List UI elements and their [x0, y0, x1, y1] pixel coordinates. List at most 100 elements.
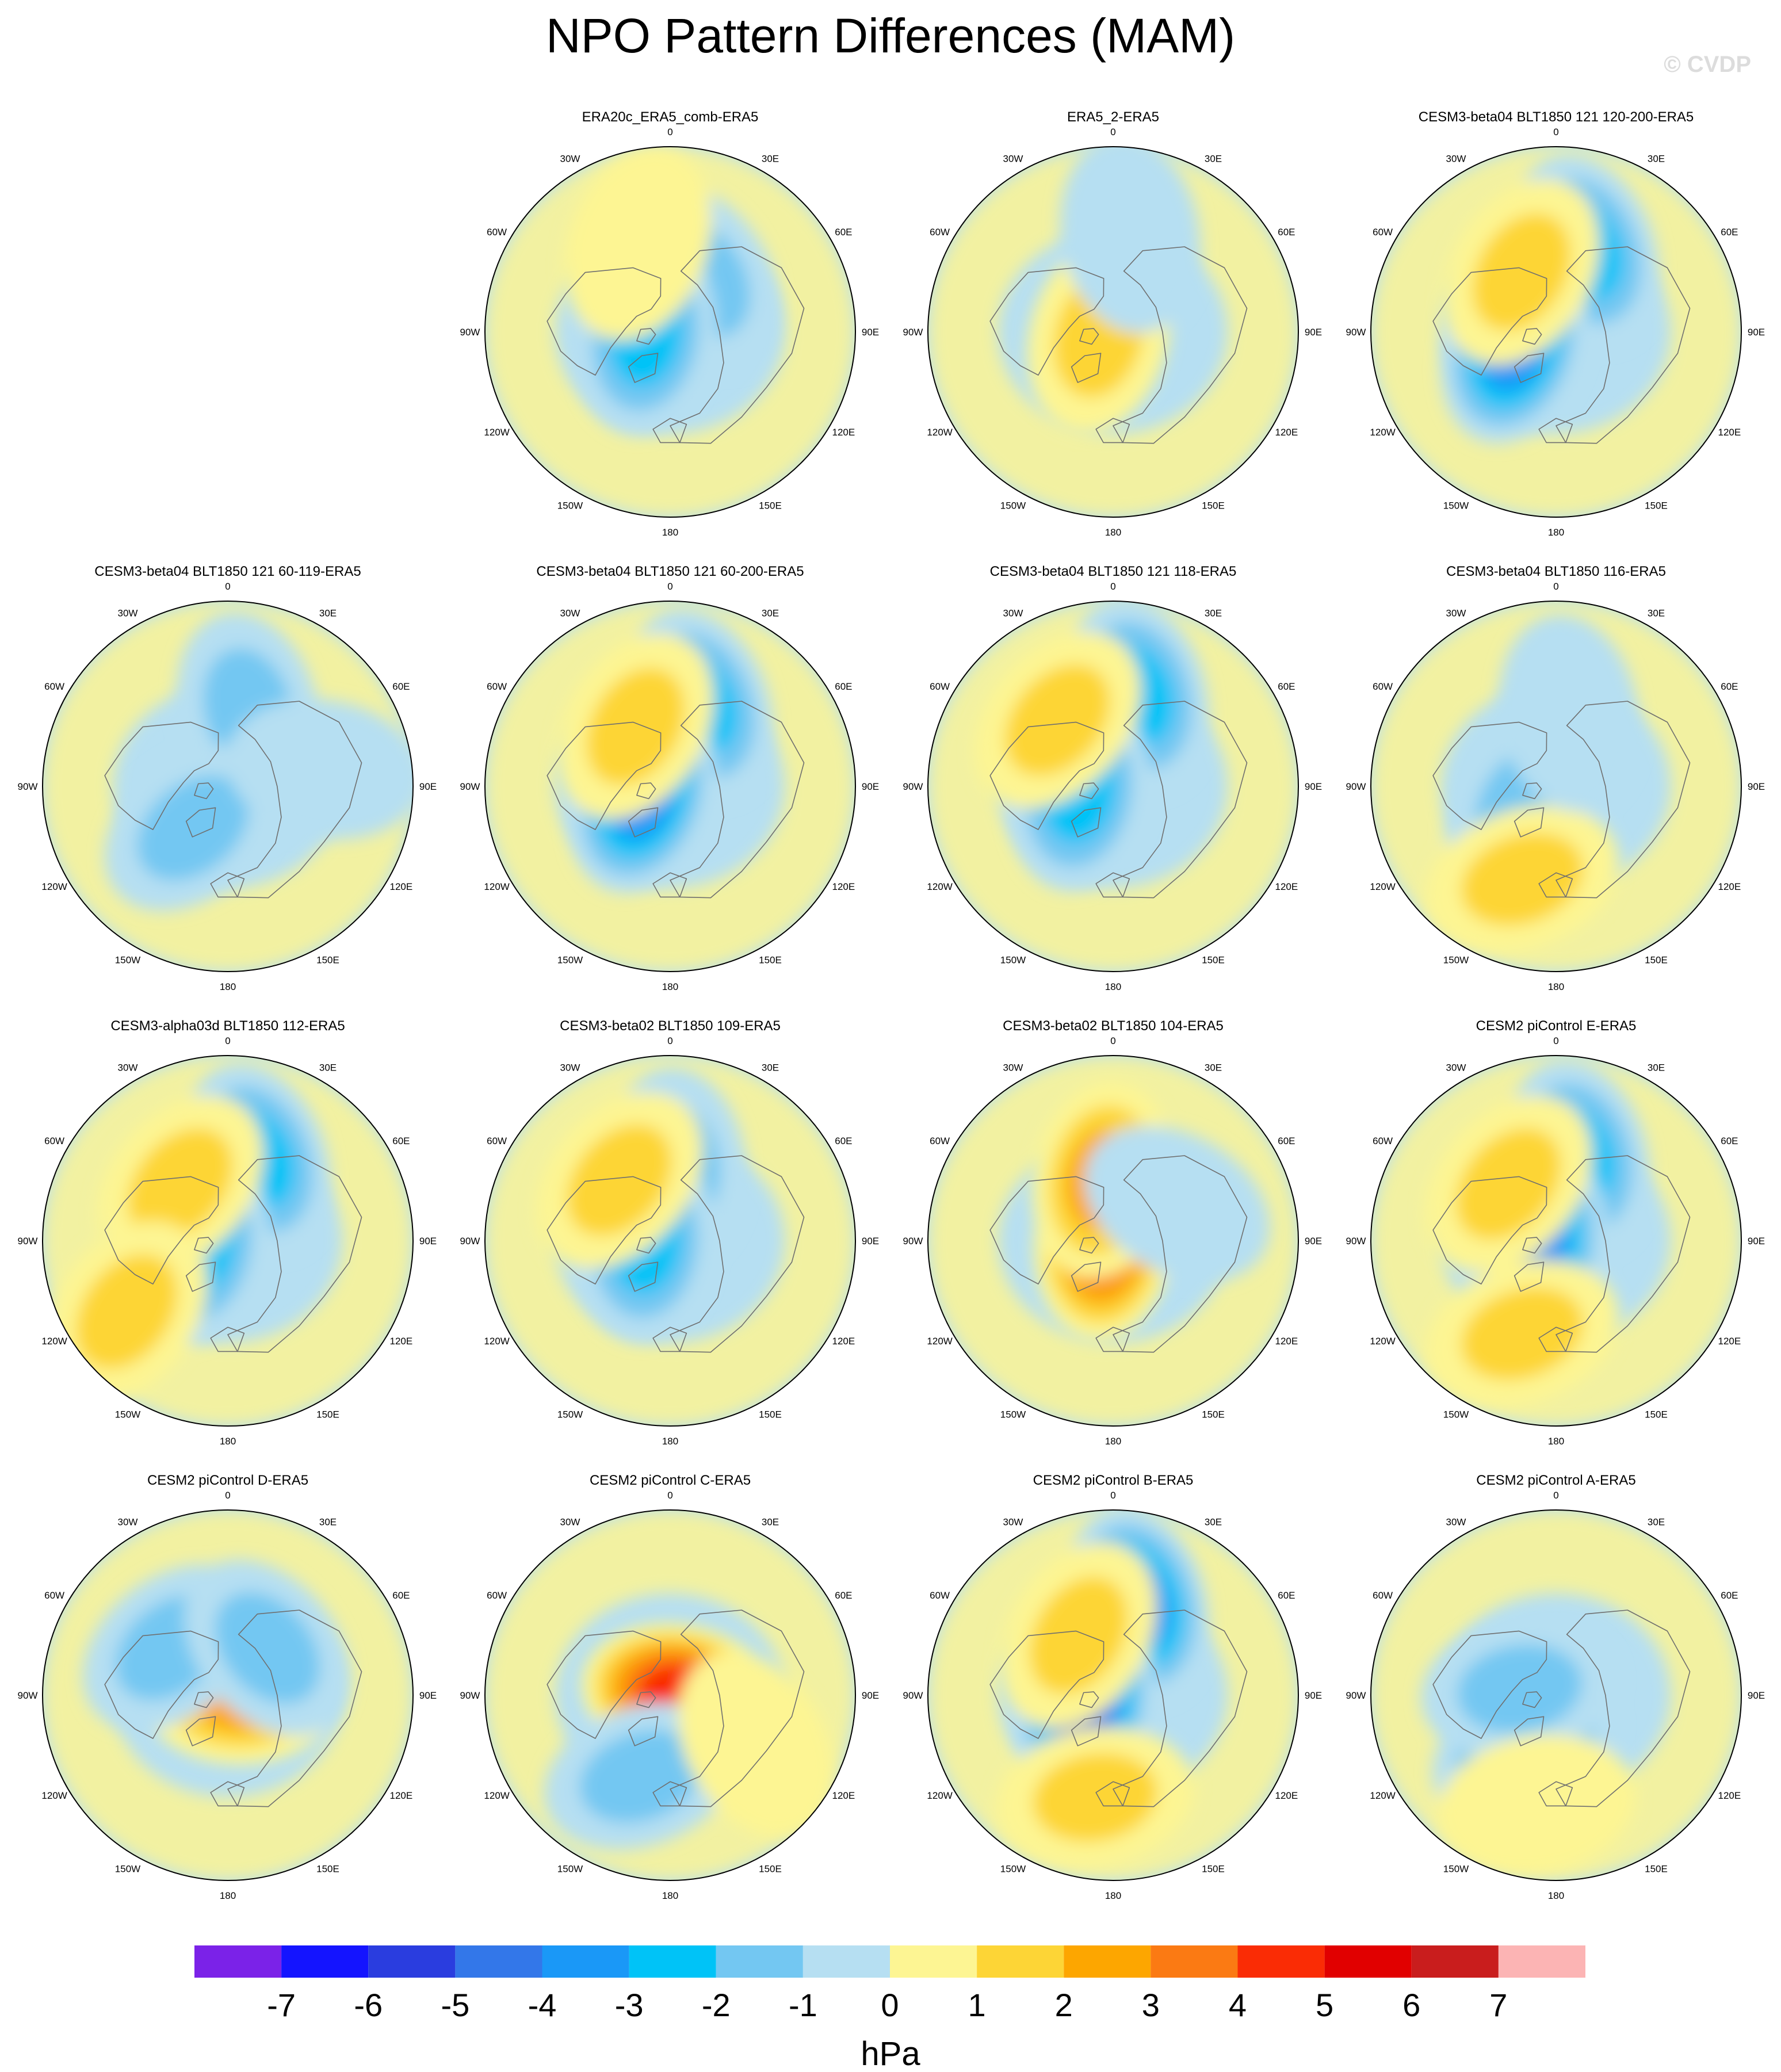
longitude-label: 120W: [927, 1790, 952, 1801]
longitude-label: 0: [667, 127, 672, 137]
longitude-label: 30E: [762, 608, 779, 619]
colorbar-swatch: [1237, 1945, 1325, 1978]
colorbar-tick-label: -1: [789, 1987, 817, 2023]
longitude-label: 180: [662, 1436, 678, 1447]
longitude-label: 30W: [1446, 154, 1466, 165]
longitude-label: 60W: [930, 681, 950, 692]
coastline: [1538, 872, 1573, 898]
coastline: [989, 1176, 1104, 1285]
field-layer: [485, 1056, 855, 1426]
map-border: [1370, 601, 1742, 972]
longitude-label: 60W: [44, 1136, 64, 1146]
anomaly-contour: [226, 699, 413, 840]
longitude-label: 120W: [484, 881, 509, 892]
longitude-label: 30E: [1205, 154, 1222, 165]
longitude-label: 120E: [1275, 881, 1298, 892]
anomaly-layer: [564, 147, 779, 435]
coastline: [546, 721, 662, 830]
longitude-label: 0: [225, 1035, 230, 1046]
colorbar-unit: hPa: [861, 2035, 920, 2072]
field-layer: [485, 601, 855, 972]
longitude-label: 120E: [1275, 1336, 1298, 1347]
panel-title: ERA5_2-ERA5: [1067, 109, 1159, 125]
longitude-label: 60E: [1721, 1136, 1738, 1146]
longitude-label: 30E: [1205, 1062, 1222, 1073]
coastlines: [989, 1610, 1248, 1807]
longitude-label: 30W: [1003, 154, 1023, 165]
colorbar-labels: -7 -6 -5 -4 -3 -2 -1 0 1 2 3 4 5 6 7: [267, 1987, 1507, 2023]
field-layer: [1371, 147, 1741, 517]
anomaly-layer: [996, 1510, 1209, 1868]
longitude-label: 0: [1110, 1490, 1115, 1501]
longitude-label: 90E: [1748, 1236, 1765, 1247]
coastline: [1522, 1691, 1542, 1708]
longitude-label: 90W: [460, 1236, 480, 1247]
anomaly-layer: [1027, 147, 1201, 434]
longitude-label: 180: [1548, 527, 1564, 538]
colorbar-boxes: [194, 1945, 1585, 1978]
longitude-label: 60E: [1721, 227, 1738, 238]
longitude-label: 120W: [484, 1336, 509, 1347]
anomaly-contour: [1499, 615, 1639, 812]
colorbar-swatch: [890, 1945, 977, 1978]
colorbar-swatch: [716, 1945, 803, 1978]
longitude-label: 90W: [1346, 327, 1366, 338]
longitude-label: 30E: [1205, 608, 1222, 619]
colorbar-tick-label: -4: [528, 1987, 557, 2023]
colorbar-tick-label: -5: [441, 1987, 469, 2023]
longitude-label: 0: [1553, 1035, 1558, 1046]
field-layer: [1371, 1056, 1741, 1426]
watermark: © CVDP: [1664, 52, 1751, 77]
coastline: [1522, 782, 1542, 800]
longitude-label: 30W: [560, 1517, 580, 1528]
longitude-label: 150E: [759, 500, 782, 511]
field-layer: [928, 601, 1298, 972]
longitude-label: 150E: [316, 1863, 339, 1874]
coastline: [989, 1630, 1104, 1739]
coastline: [1071, 1261, 1102, 1292]
coastline: [1514, 1716, 1545, 1746]
coastline: [1095, 1326, 1130, 1352]
coastline: [670, 1610, 805, 1807]
map-panel: CESM3-alpha03d BLT1850 112-ERA5 180 150E 12…: [18, 1018, 437, 1447]
longitude-label: 30E: [319, 608, 337, 619]
longitude-label: 180: [220, 1436, 236, 1447]
longitude-label: 150W: [557, 1409, 583, 1420]
colorbar-swatch: [194, 1945, 282, 1978]
map-border: [1370, 1509, 1742, 1881]
panel-title: CESM2 piControl E-ERA5: [1476, 1018, 1637, 1034]
longitude-label: 120W: [927, 1336, 952, 1347]
colorbar-tick-label: 2: [1055, 1987, 1073, 2023]
coastlines: [989, 1155, 1248, 1353]
field-layer: [485, 1510, 855, 1880]
coastline: [652, 872, 687, 898]
colorbar-swatch: [368, 1945, 456, 1978]
longitude-label: 90E: [862, 327, 879, 338]
panel-title: CESM3-beta04 BLT1850 121 60-119-ERA5: [94, 564, 361, 579]
colorbar-tick-label: -7: [267, 1987, 296, 2023]
longitude-label: 150E: [1202, 1409, 1225, 1420]
longitude-label: 120E: [832, 1336, 855, 1347]
anomaly-contour: [1472, 213, 1571, 331]
colorbar-tick-label: 0: [881, 1987, 899, 2023]
map-border: [484, 146, 856, 518]
coastline: [194, 1237, 214, 1254]
longitude-label: 0: [1553, 1490, 1558, 1501]
coastline: [628, 807, 659, 838]
longitude-label: 150E: [1202, 500, 1225, 511]
coastline: [227, 1610, 362, 1807]
anomaly-layer: [105, 612, 413, 911]
map-border: [1370, 1055, 1742, 1427]
longitude-label: 90E: [419, 1690, 437, 1701]
longitude-label: 120E: [1275, 427, 1298, 438]
anomaly-contour: [1438, 1734, 1635, 1875]
longitude-label: 90W: [903, 327, 923, 338]
coastline: [210, 1326, 245, 1352]
coastline: [1432, 267, 1547, 376]
longitude-label: 90E: [1305, 1236, 1322, 1247]
anomaly-layer: [1421, 1618, 1635, 1875]
longitude-label: 0: [1110, 1035, 1115, 1046]
field-layer: [485, 147, 855, 517]
longitude-label: 60E: [1278, 227, 1295, 238]
coastline: [1113, 1155, 1248, 1353]
